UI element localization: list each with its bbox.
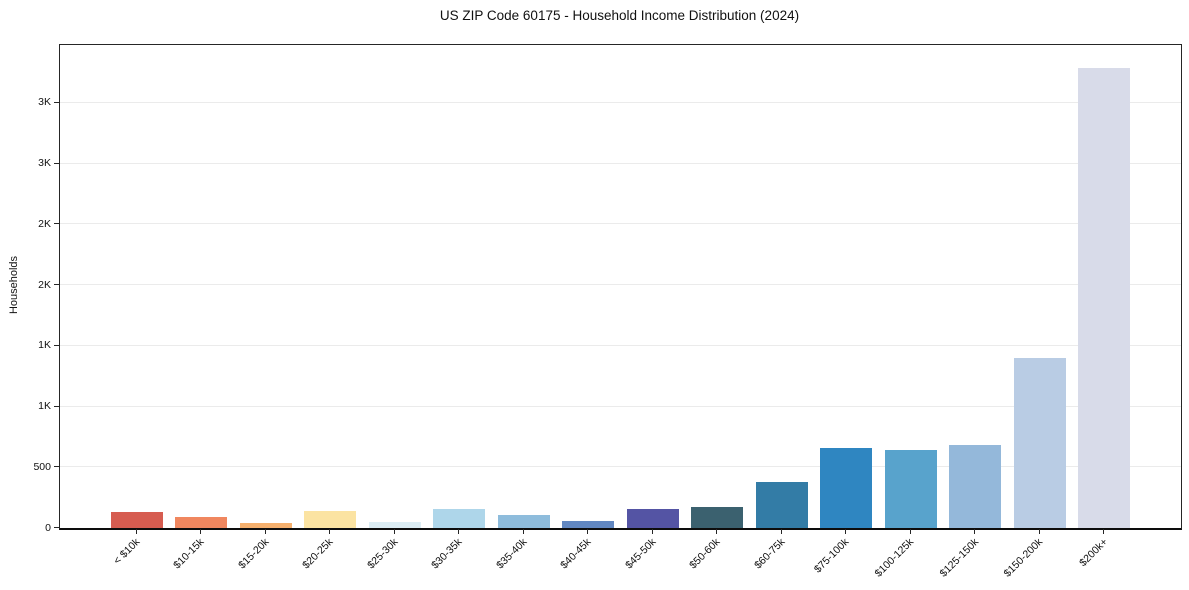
x-tick-label: $100-125k bbox=[872, 536, 917, 580]
gridline bbox=[60, 284, 1181, 286]
x-tick-mark bbox=[716, 529, 718, 534]
gridline bbox=[60, 466, 1181, 468]
x-tick-label: $60-75k bbox=[751, 536, 788, 572]
x-tick-mark bbox=[264, 529, 266, 534]
bar-45-50k bbox=[626, 509, 679, 528]
y-tick-label: 2K bbox=[38, 217, 51, 230]
x-tick-mark bbox=[780, 529, 782, 534]
x-tick-label: $40-45k bbox=[558, 536, 594, 572]
y-tick-label: 500 bbox=[33, 460, 51, 473]
plot-area bbox=[59, 44, 1182, 530]
x-tick-mark bbox=[1038, 529, 1040, 534]
bar-20-25k bbox=[304, 511, 357, 528]
x-tick-mark bbox=[458, 529, 460, 534]
x-tick-label: $45-50k bbox=[622, 536, 659, 572]
x-tick-label: $75-100k bbox=[812, 536, 852, 576]
x-tick-label: $125-150k bbox=[937, 536, 981, 580]
x-tick-label: $10-15k bbox=[171, 536, 207, 572]
gridline bbox=[60, 223, 1181, 225]
bar-125-150k bbox=[949, 445, 1002, 528]
y-tick-mark bbox=[54, 344, 59, 346]
bar-30-35k bbox=[433, 508, 486, 528]
y-tick-mark bbox=[54, 466, 59, 468]
x-tick-label: $50-60k bbox=[687, 536, 723, 572]
y-tick-mark bbox=[54, 162, 59, 164]
y-tick-mark bbox=[54, 284, 59, 286]
x-tick-mark bbox=[522, 529, 524, 534]
gridline bbox=[60, 162, 1181, 164]
x-tick-label: $35-40k bbox=[493, 536, 530, 572]
gridline bbox=[60, 344, 1181, 346]
x-tick-mark bbox=[135, 529, 137, 534]
x-tick-mark bbox=[974, 529, 976, 534]
y-tick-label: 0 bbox=[45, 521, 51, 534]
y-tick-label: 2K bbox=[38, 278, 51, 291]
bar-150-200k bbox=[1013, 357, 1066, 528]
x-tick-mark bbox=[651, 529, 653, 534]
y-tick-mark bbox=[54, 405, 59, 407]
x-tick-mark bbox=[200, 529, 202, 534]
x-tick-label: $15-20k bbox=[235, 536, 272, 572]
gridline bbox=[60, 405, 1181, 407]
y-tick-mark bbox=[54, 223, 59, 225]
gridline bbox=[60, 101, 1181, 103]
y-tick-label: 1K bbox=[38, 339, 51, 352]
bar-100-125k bbox=[884, 450, 937, 528]
x-tick-mark bbox=[393, 529, 395, 534]
bar-50-60k bbox=[691, 506, 744, 528]
bar-60-75k bbox=[755, 482, 808, 528]
y-tick-label: 3K bbox=[38, 96, 51, 109]
x-tick-label: $20-25k bbox=[300, 536, 336, 572]
y-tick-label: 3K bbox=[38, 157, 51, 170]
x-tick-label: $200k+ bbox=[1076, 536, 1110, 570]
x-tick-label: $150-200k bbox=[1001, 536, 1046, 580]
bar-40-45k bbox=[562, 520, 615, 528]
x-tick-mark bbox=[845, 529, 847, 534]
bar-35-40k bbox=[497, 514, 550, 528]
y-tick-mark bbox=[54, 527, 59, 528]
y-tick-label: 1K bbox=[38, 400, 51, 413]
bar-25-30k bbox=[368, 521, 421, 528]
bar-10k bbox=[110, 512, 163, 528]
x-tick-label: $25-30k bbox=[364, 536, 401, 572]
x-tick-label: < $10k bbox=[111, 536, 143, 567]
chart-title: US ZIP Code 60175 - Household Income Dis… bbox=[439, 8, 800, 23]
bar-75-100k bbox=[820, 447, 873, 528]
bar-10-15k bbox=[175, 517, 228, 528]
bar-200k bbox=[1078, 67, 1131, 528]
y-tick-mark bbox=[54, 101, 59, 103]
x-tick-mark bbox=[587, 529, 589, 534]
x-tick-mark bbox=[909, 529, 911, 534]
x-tick-label: $30-35k bbox=[429, 536, 465, 572]
x-tick-mark bbox=[329, 529, 331, 534]
x-tick-mark bbox=[1103, 529, 1105, 534]
bar-15-20k bbox=[239, 522, 292, 528]
